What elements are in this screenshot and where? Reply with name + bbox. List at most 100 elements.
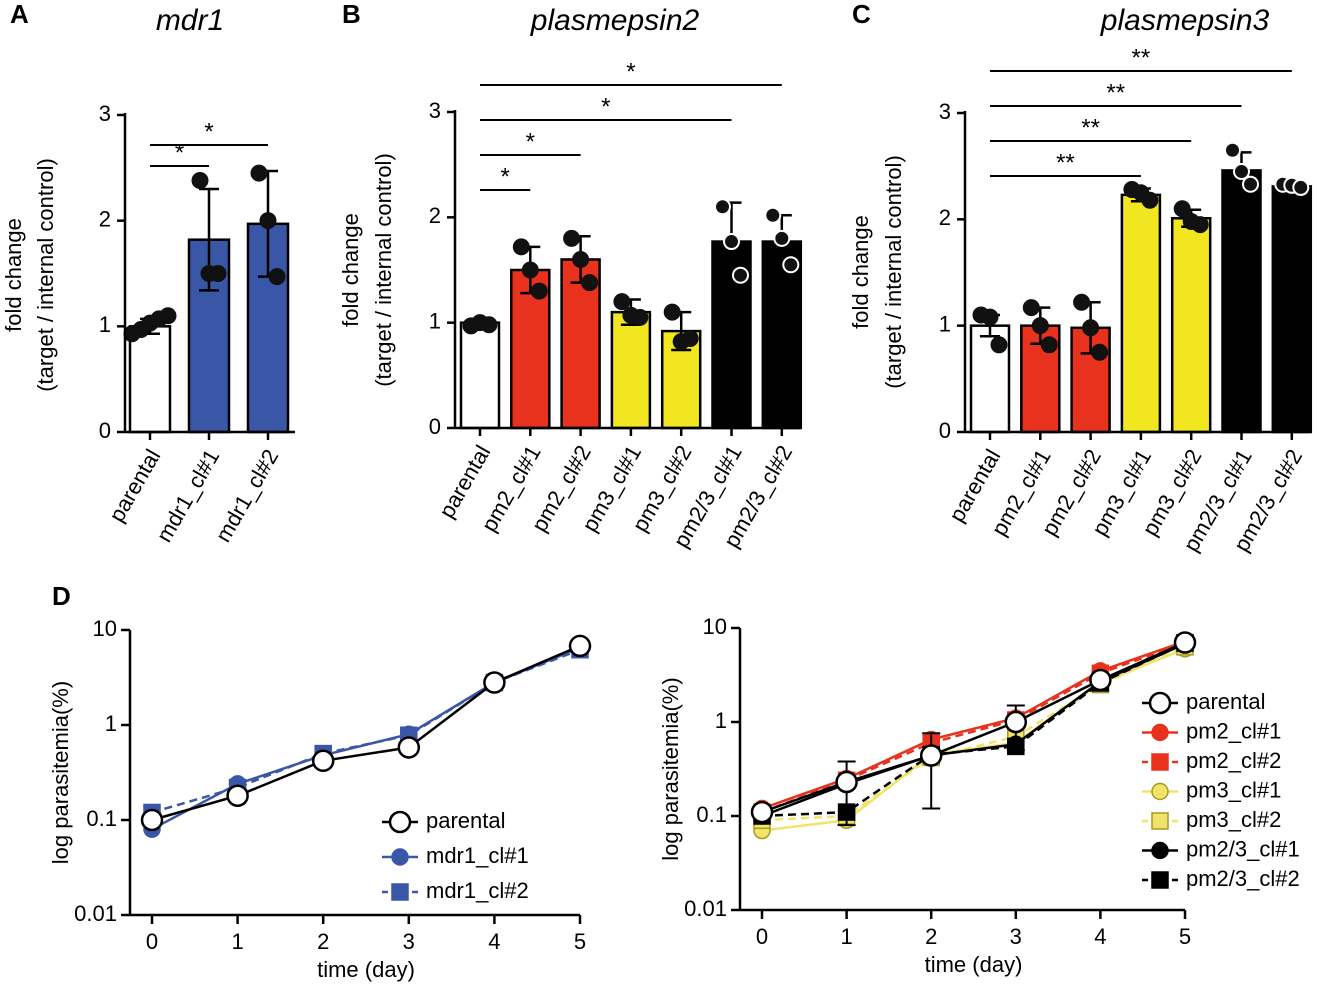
y-tick-label: 1: [105, 711, 117, 736]
data-point: [981, 308, 999, 326]
bar: [459, 321, 501, 430]
y-tick-label: 0: [429, 414, 441, 439]
marker: [1151, 841, 1169, 860]
data-point: [480, 316, 498, 334]
x-tick-label: 0: [756, 924, 768, 949]
significance-label: *: [526, 128, 535, 155]
significance-label: **: [1056, 149, 1075, 176]
y-tick-label: 1: [99, 312, 111, 337]
significance-label: *: [500, 163, 509, 190]
data-point: [512, 238, 530, 256]
y-axis-label: log parasitemia(%): [658, 677, 683, 860]
bar: [1170, 217, 1212, 434]
marker: [568, 634, 592, 658]
y-axis-label: fold change: [338, 213, 363, 327]
x-tick-label: 3: [1010, 924, 1022, 949]
data-point: [764, 206, 782, 224]
y-tick-label: 0.01: [684, 896, 727, 921]
marker: [391, 883, 409, 901]
significance-label: **: [1106, 79, 1125, 106]
panel-letter: D: [52, 581, 71, 611]
significance-label: *: [204, 118, 213, 145]
series-line: [761, 645, 1186, 822]
x-tick-label: 5: [1179, 924, 1191, 949]
significance-label: **: [1081, 114, 1100, 141]
y-tick-label: 0.01: [74, 901, 117, 926]
y-axis-label: log parasitemia(%): [48, 681, 73, 864]
legend-label: parental: [1186, 689, 1266, 714]
x-tick-label: 4: [1094, 924, 1106, 949]
panel-letter: B: [342, 0, 361, 29]
bar: [1221, 169, 1262, 434]
marker: [1004, 710, 1028, 734]
significance-label: **: [1132, 44, 1151, 71]
y-axis-label: (target / internal control): [33, 158, 58, 392]
data-point: [1242, 175, 1259, 193]
y-tick-label: 10: [93, 616, 117, 641]
data-point: [1022, 299, 1040, 317]
marker: [919, 744, 943, 767]
marker: [1173, 631, 1197, 654]
bar: [1271, 185, 1313, 434]
bar: [128, 325, 172, 434]
x-tick-label: 2: [317, 929, 329, 954]
legend-label: mdr1_cl#2: [426, 878, 529, 903]
series-line: [151, 644, 581, 822]
legend-label: pm2/3_cl#1: [1186, 836, 1300, 861]
bar: [610, 310, 652, 430]
y-tick-label: 2: [429, 203, 441, 228]
x-tick-label: 5: [574, 929, 586, 954]
series-line: [761, 642, 1186, 818]
marker: [1151, 753, 1169, 771]
y-tick-label: 3: [99, 101, 111, 126]
marker: [388, 810, 412, 834]
marker: [140, 808, 164, 832]
panel-letter: A: [10, 0, 29, 29]
data-point: [1173, 200, 1191, 218]
y-tick-label: 1: [429, 308, 441, 333]
legend-label: pm3_cl#1: [1186, 777, 1281, 802]
legend-label: pm2_cl#2: [1186, 748, 1281, 773]
data-point: [773, 229, 791, 247]
x-tick-label: 2: [925, 924, 937, 949]
significance-label: *: [175, 139, 184, 166]
legend-label: pm2/3_cl#2: [1186, 866, 1300, 891]
data-point: [572, 250, 590, 268]
y-axis-label: fold change: [848, 215, 873, 329]
marker: [397, 736, 421, 759]
data-point: [563, 229, 581, 247]
y-tick-label: 0: [939, 418, 951, 443]
data-point: [581, 274, 599, 292]
y-tick-label: 3: [429, 98, 441, 123]
bar: [1120, 193, 1162, 434]
marker: [483, 671, 506, 694]
legend-label: pm2_cl#1: [1186, 718, 1281, 743]
data-point: [259, 212, 277, 230]
bar: [761, 240, 803, 430]
y-tick-label: 0.1: [86, 806, 117, 831]
y-tick-label: 0: [99, 418, 111, 443]
significance-label: *: [626, 58, 635, 85]
data-point: [1141, 191, 1159, 209]
panel-letter: C: [852, 0, 871, 29]
marker: [1151, 723, 1169, 742]
y-tick-label: 0.1: [696, 802, 727, 827]
series-line: [761, 641, 1186, 814]
x-tick-label: 0: [146, 929, 158, 954]
data-point: [1292, 178, 1310, 196]
y-tick-label: 1: [715, 708, 727, 733]
x-tick-label: 4: [488, 929, 500, 954]
marker: [1151, 782, 1169, 801]
data-point: [1191, 216, 1209, 234]
data-point: [1040, 336, 1058, 354]
legend-label: mdr1_cl#1: [426, 843, 529, 868]
data-point: [1091, 343, 1109, 361]
y-tick-label: 2: [99, 206, 111, 231]
data-point: [663, 303, 681, 321]
x-tick-label: 3: [403, 929, 415, 954]
y-tick-label: 3: [939, 99, 951, 124]
legend-label: pm3_cl#2: [1186, 807, 1281, 832]
data-point: [1233, 162, 1250, 180]
data-point: [191, 172, 209, 190]
data-point: [714, 198, 731, 216]
